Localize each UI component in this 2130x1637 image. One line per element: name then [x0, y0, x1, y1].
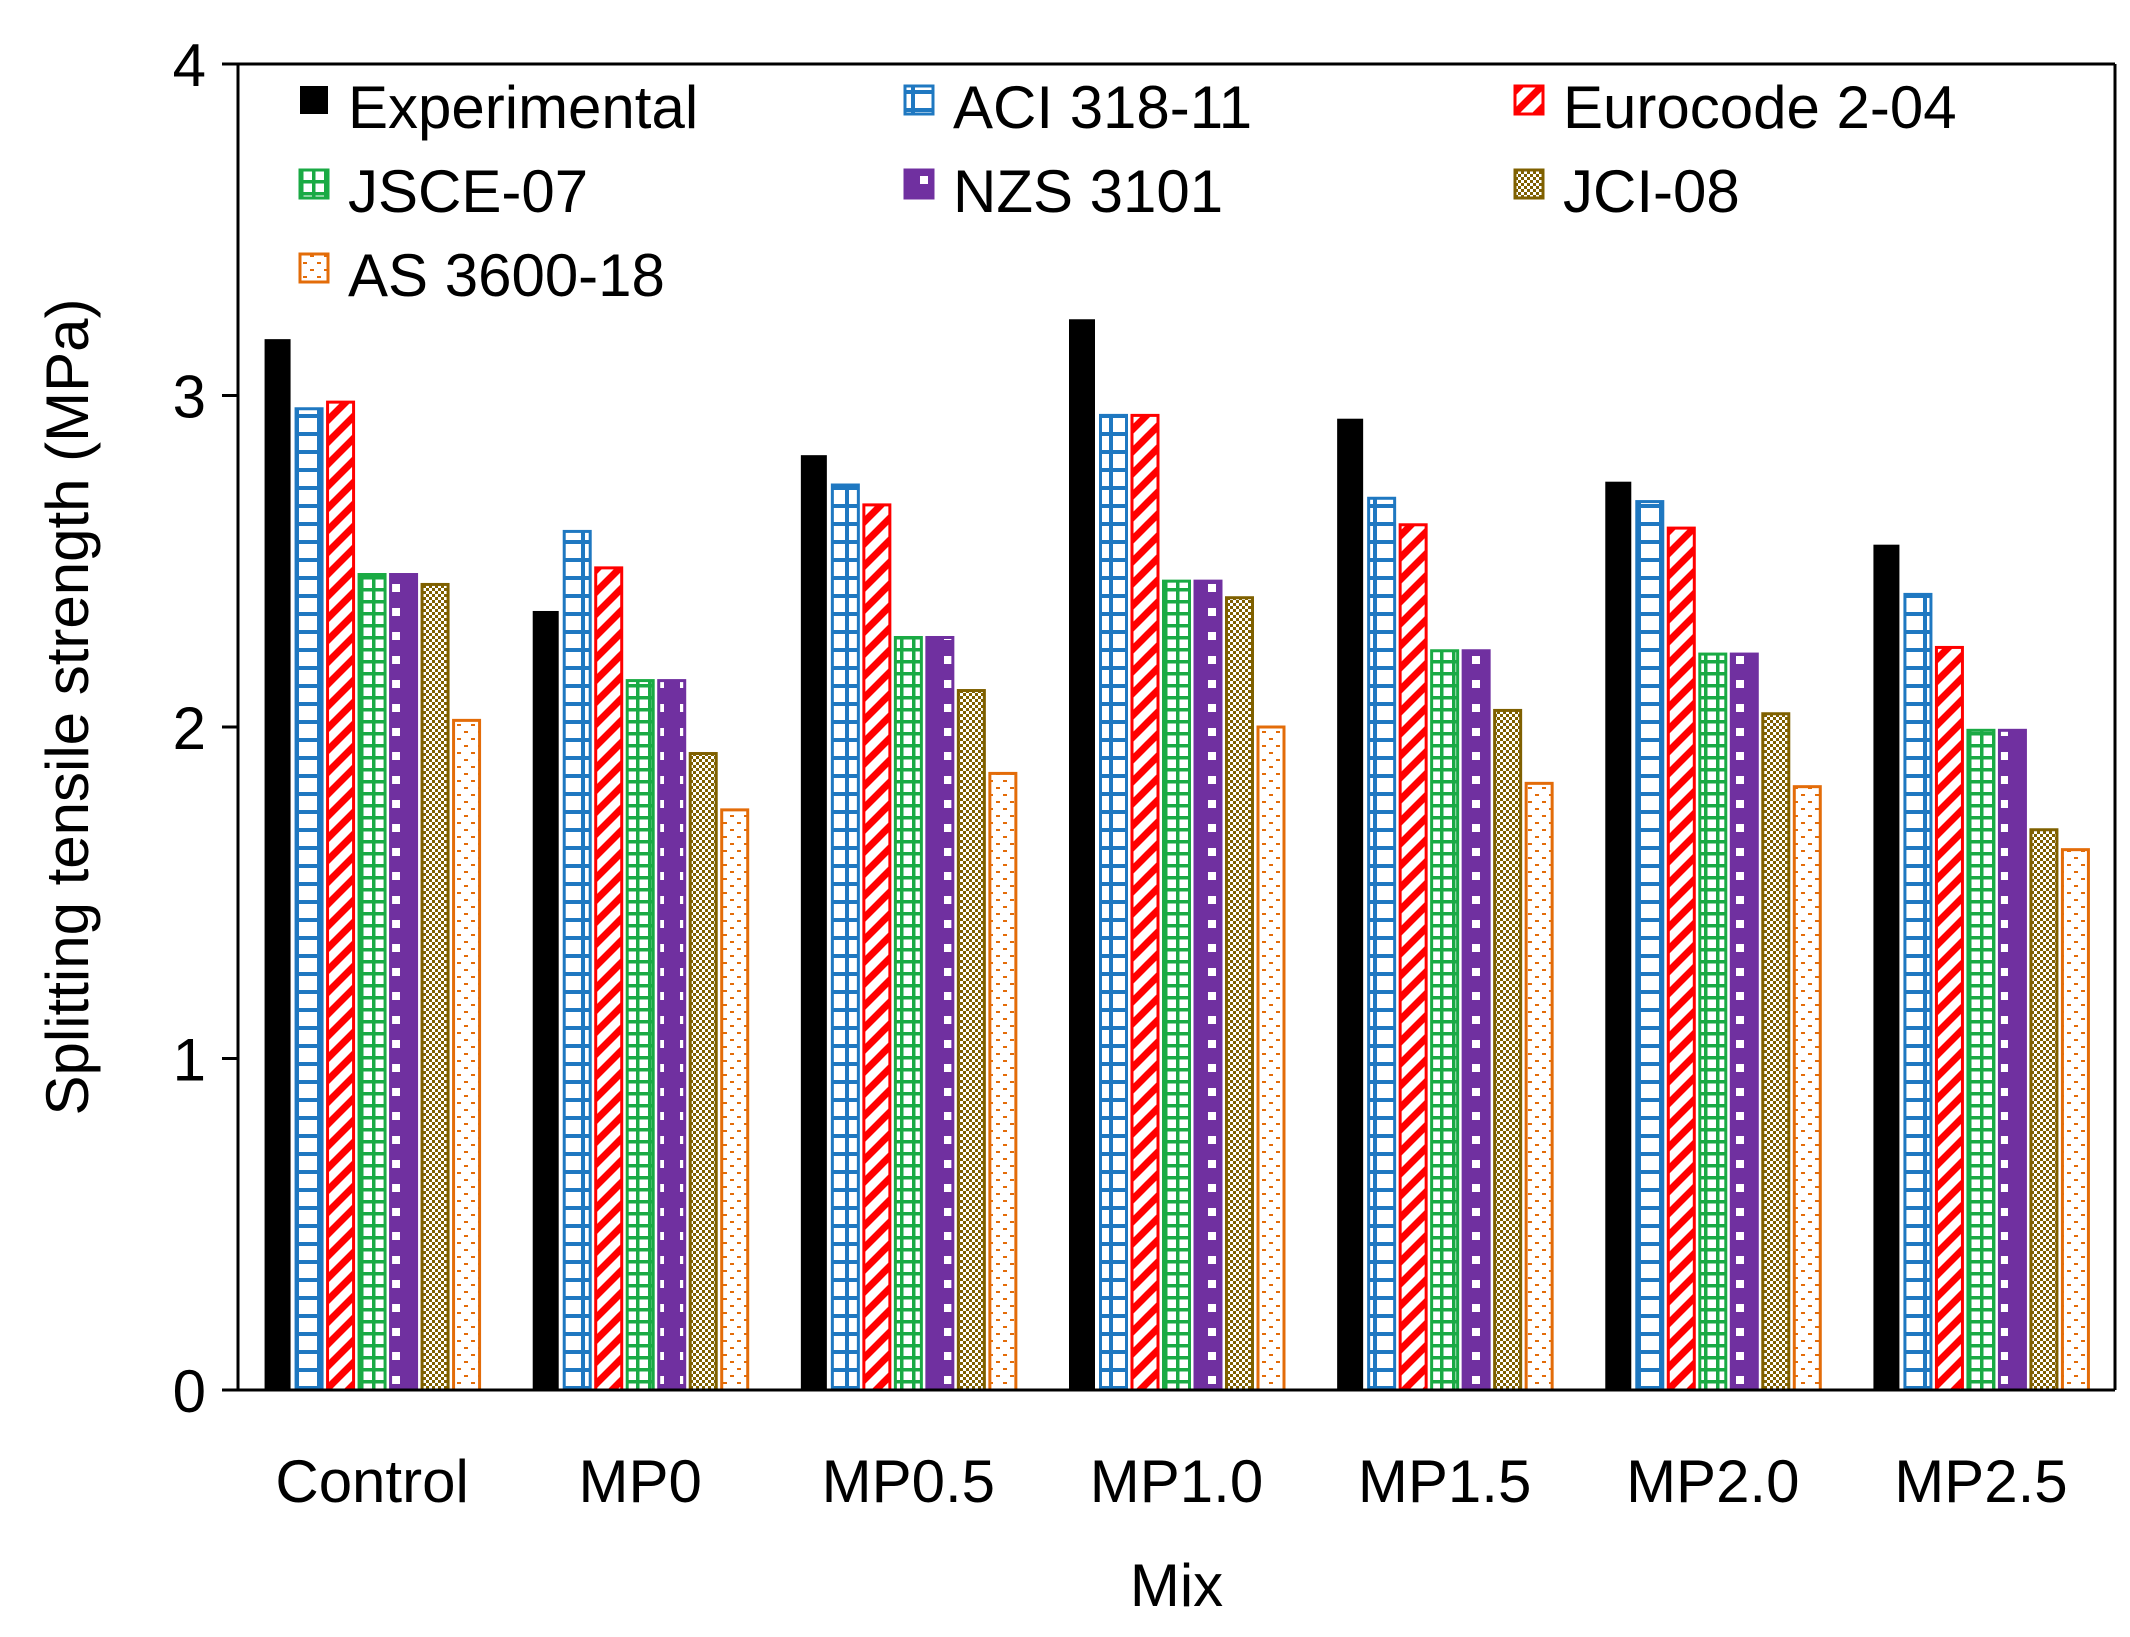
legend-item-eurocode-2-04: Eurocode 2-04: [1513, 74, 1957, 141]
bar-jci-08-mp1-0: [1225, 596, 1254, 1392]
bar-jsce-07-mp0: [625, 679, 655, 1392]
legend-label-eurocode-2-04: Eurocode 2-04: [1563, 74, 1957, 141]
legend-item-experimental: Experimental: [300, 74, 698, 141]
legend-label-nzs-3101: NZS 3101: [953, 158, 1223, 225]
bar-aci-318-11-mp1-0: [1099, 413, 1128, 1392]
bar-experimental-mp1-5: [1337, 418, 1364, 1391]
bar-jci-08-mp2-0: [1761, 712, 1791, 1392]
bar-nzs-3101-mp2-0: [1729, 652, 1759, 1392]
bar-as-3600-18-mp0-5: [988, 771, 1018, 1392]
legend-item-nzs-3101: NZS 3101: [903, 158, 1223, 225]
legend-swatch-aci-318-11: [903, 84, 935, 116]
bar-jsce-07-mp2-0: [1698, 652, 1728, 1392]
bar-nzs-3101-mp0-5: [925, 635, 955, 1392]
bar-jci-08-control: [420, 582, 450, 1392]
x-tick-label-mp1-5: MP1.5: [1358, 1448, 1531, 1515]
x-tick-label-mp2-5: MP2.5: [1894, 1448, 2067, 1515]
bar-as-3600-18-mp2-0: [1792, 785, 1822, 1392]
bar-nzs-3101-mp1-0: [1193, 579, 1223, 1392]
bar-jci-08-mp0-5: [956, 689, 986, 1392]
y-tick-label: 4: [173, 32, 206, 99]
bar-nzs-3101-mp1-5: [1461, 649, 1491, 1392]
bar-jci-08-mp1-5: [1493, 708, 1523, 1392]
legend-label-jsce-07: JSCE-07: [348, 158, 588, 225]
bar-aci-318-11-mp2-0: [1635, 500, 1665, 1392]
legend-swatch-experimental: [300, 86, 328, 114]
bar-experimental-mp0: [532, 610, 559, 1390]
y-tick-label: 2: [173, 695, 206, 762]
bar-aci-318-11-mp1-5: [1367, 496, 1397, 1392]
bar-jsce-07-control: [357, 573, 387, 1392]
legend-item-aci-318-11: ACI 318-11: [903, 74, 1252, 141]
bar-as-3600-18-mp0: [720, 808, 750, 1392]
x-tick-label-mp1-0: MP1.0: [1090, 1448, 1263, 1515]
bar-as-3600-18-mp2-5: [2060, 848, 2090, 1392]
bar-experimental-control: [264, 339, 291, 1390]
y-tick-label: 1: [173, 1027, 206, 1094]
bar-experimental-mp0-5: [800, 455, 827, 1390]
bar-jci-08-mp0: [688, 752, 718, 1392]
y-tick-label: 0: [173, 1358, 206, 1425]
legend-item-jsce-07: JSCE-07: [298, 158, 588, 225]
bar-eurocode-2-04-mp2-5: [1934, 645, 1964, 1392]
bar-experimental-mp1-0: [1069, 319, 1095, 1390]
legend-label-experimental: Experimental: [348, 74, 698, 141]
legend-swatch-as-3600-18: [298, 252, 330, 284]
legend-swatch-eurocode-2-04: [1513, 84, 1545, 116]
bars-layer: [264, 319, 2090, 1392]
legend-swatch-nzs-3101: [903, 168, 935, 200]
legend-label-as-3600-18: AS 3600-18: [348, 242, 665, 309]
bar-eurocode-2-04-mp0: [594, 566, 624, 1392]
bar-as-3600-18-control: [452, 718, 482, 1392]
bar-nzs-3101-mp2-5: [1997, 728, 2027, 1392]
legend-label-aci-318-11: ACI 318-11: [953, 74, 1252, 141]
bar-jsce-07-mp1-5: [1430, 649, 1460, 1392]
bar-jsce-07-mp1-0: [1162, 579, 1191, 1392]
bar-aci-318-11-mp0-5: [830, 483, 860, 1392]
legend-swatch-jsce-07: [298, 168, 330, 200]
bar-eurocode-2-04-mp1-0: [1130, 413, 1160, 1392]
bar-nzs-3101-control: [389, 573, 419, 1392]
bar-experimental-mp2-5: [1873, 544, 1900, 1390]
bar-experimental-mp2-0: [1605, 481, 1632, 1390]
bar-aci-318-11-mp0: [562, 529, 592, 1392]
legend: Experimental ACI 318-11 Eurocode 2-04 JSCE-…: [298, 74, 1957, 309]
x-tick-label-control: Control: [275, 1448, 468, 1515]
bar-jsce-07-mp0-5: [893, 635, 923, 1392]
x-tick-label-mp0-5: MP0.5: [822, 1448, 995, 1515]
axes-layer: 0 1 2 3 4 Control MP0 MP0.5 MP1.0 MP1.5 MP2.0 MP2.5…: [34, 32, 2117, 1619]
bar-eurocode-2-04-mp1-5: [1398, 523, 1428, 1392]
legend-item-as-3600-18: AS 3600-18: [298, 242, 665, 309]
y-tick-label: 3: [173, 364, 206, 431]
bar-aci-318-11-mp2-5: [1903, 592, 1933, 1392]
bar-eurocode-2-04-mp2-0: [1666, 526, 1696, 1392]
y-axis-title: Splitting tensile strength (MPa): [34, 298, 101, 1115]
bar-eurocode-2-04-control: [326, 400, 356, 1392]
bar-aci-318-11-control: [294, 407, 324, 1392]
bar-as-3600-18-mp1-0: [1256, 725, 1286, 1392]
bar-jci-08-mp2-5: [2029, 828, 2059, 1392]
x-tick-label-mp2-0: MP2.0: [1626, 1448, 1799, 1515]
bar-jsce-07-mp2-5: [1966, 728, 1996, 1392]
legend-label-jci-08: JCI-08: [1563, 158, 1740, 225]
x-axis-title: Mix: [1130, 1552, 1223, 1619]
bar-nzs-3101-mp0: [657, 679, 687, 1392]
x-tick-label-mp0: MP0: [579, 1448, 702, 1515]
bar-eurocode-2-04-mp0-5: [862, 503, 892, 1392]
legend-item-jci-08: JCI-08: [1513, 158, 1740, 225]
legend-swatch-jci-08: [1513, 168, 1545, 200]
bar-as-3600-18-mp1-5: [1524, 781, 1554, 1392]
